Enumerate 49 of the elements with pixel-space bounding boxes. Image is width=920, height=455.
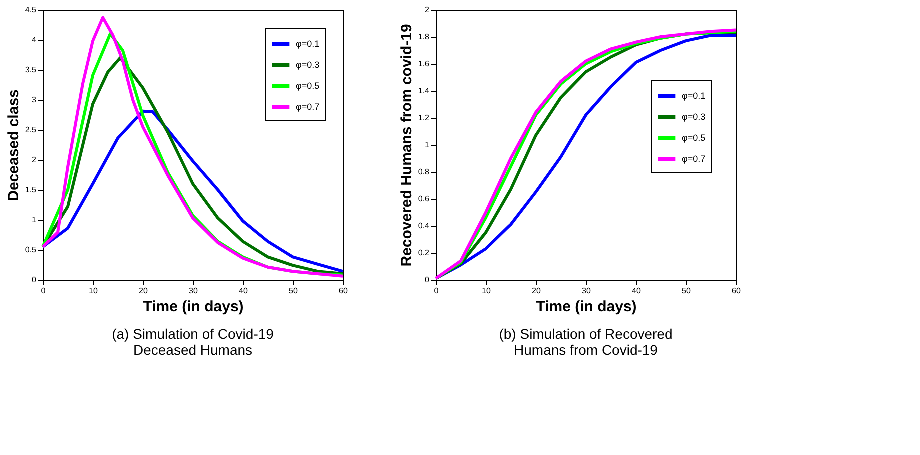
x-tick-label: 60 [339,286,348,296]
x-tick-label: 30 [189,286,198,296]
legend-label: φ=0.7 [296,102,320,112]
y-tick-label: 0.4 [418,222,430,230]
x-tick-label: 50 [289,286,298,296]
y-tick-label: 1.6 [418,60,430,68]
y-tick-label: 1.2 [418,114,430,122]
x-tick-label: 40 [239,286,248,296]
x-tick-label: 60 [732,286,742,296]
x-tick-label: 0 [41,286,46,296]
y-tick-label: 1.8 [418,32,430,42]
legend-label: φ=0.1 [296,39,320,49]
legend-label: φ=0.1 [682,91,706,101]
y-tick-label: 2 [32,156,38,164]
y-axis-title: Deceased class [5,90,22,202]
text: (b) Simulation of Recovered Humans from Covid-19 [499,326,673,358]
y-tick-label: 3.5 [25,66,38,74]
y-tick-label: 3 [32,96,38,104]
y-tick-label: 4.5 [25,6,38,14]
y-tick-label: 1 [425,140,430,150]
x-axis-title: Time (in days) [143,298,244,316]
x-tick-label: 10 [482,286,492,296]
x-tick-label: 10 [89,286,98,296]
y-tick-label: 0.6 [418,194,430,204]
y-tick-label: 0 [425,276,430,284]
legend-label: φ=0.3 [296,60,320,70]
y-tick-label: 4 [32,36,38,44]
y-tick-label: 2 [425,6,430,14]
x-tick-label: 20 [139,286,148,296]
x-tick-label: 0 [434,286,440,296]
x-tick-label: 50 [682,286,692,296]
x-tick-label: 20 [532,286,542,296]
text: (a) Simulation of Covid-19 Deceased Humans [112,326,274,358]
y-tick-label: 1.5 [25,186,38,194]
x-tick-label: 40 [632,286,642,296]
x-tick-label: 30 [582,286,592,296]
y-axis-title: Recovered Humans from covid-19 [398,24,416,267]
legend-label: φ=0.7 [682,154,706,164]
y-tick-label: 2.5 [25,126,38,134]
legend-label: φ=0.3 [682,112,706,122]
y-tick-label: 1 [32,216,38,224]
x-axis-title: Time (in days) [536,298,637,316]
y-tick-label: 0.2 [418,248,430,258]
legend-label: φ=0.5 [682,133,706,143]
y-tick-label: 0 [32,276,38,284]
y-tick-label: 0.5 [25,246,38,254]
legend-label: φ=0.5 [296,81,320,91]
y-tick-label: 0.8 [418,168,430,176]
y-tick-label: 1.4 [418,86,430,96]
